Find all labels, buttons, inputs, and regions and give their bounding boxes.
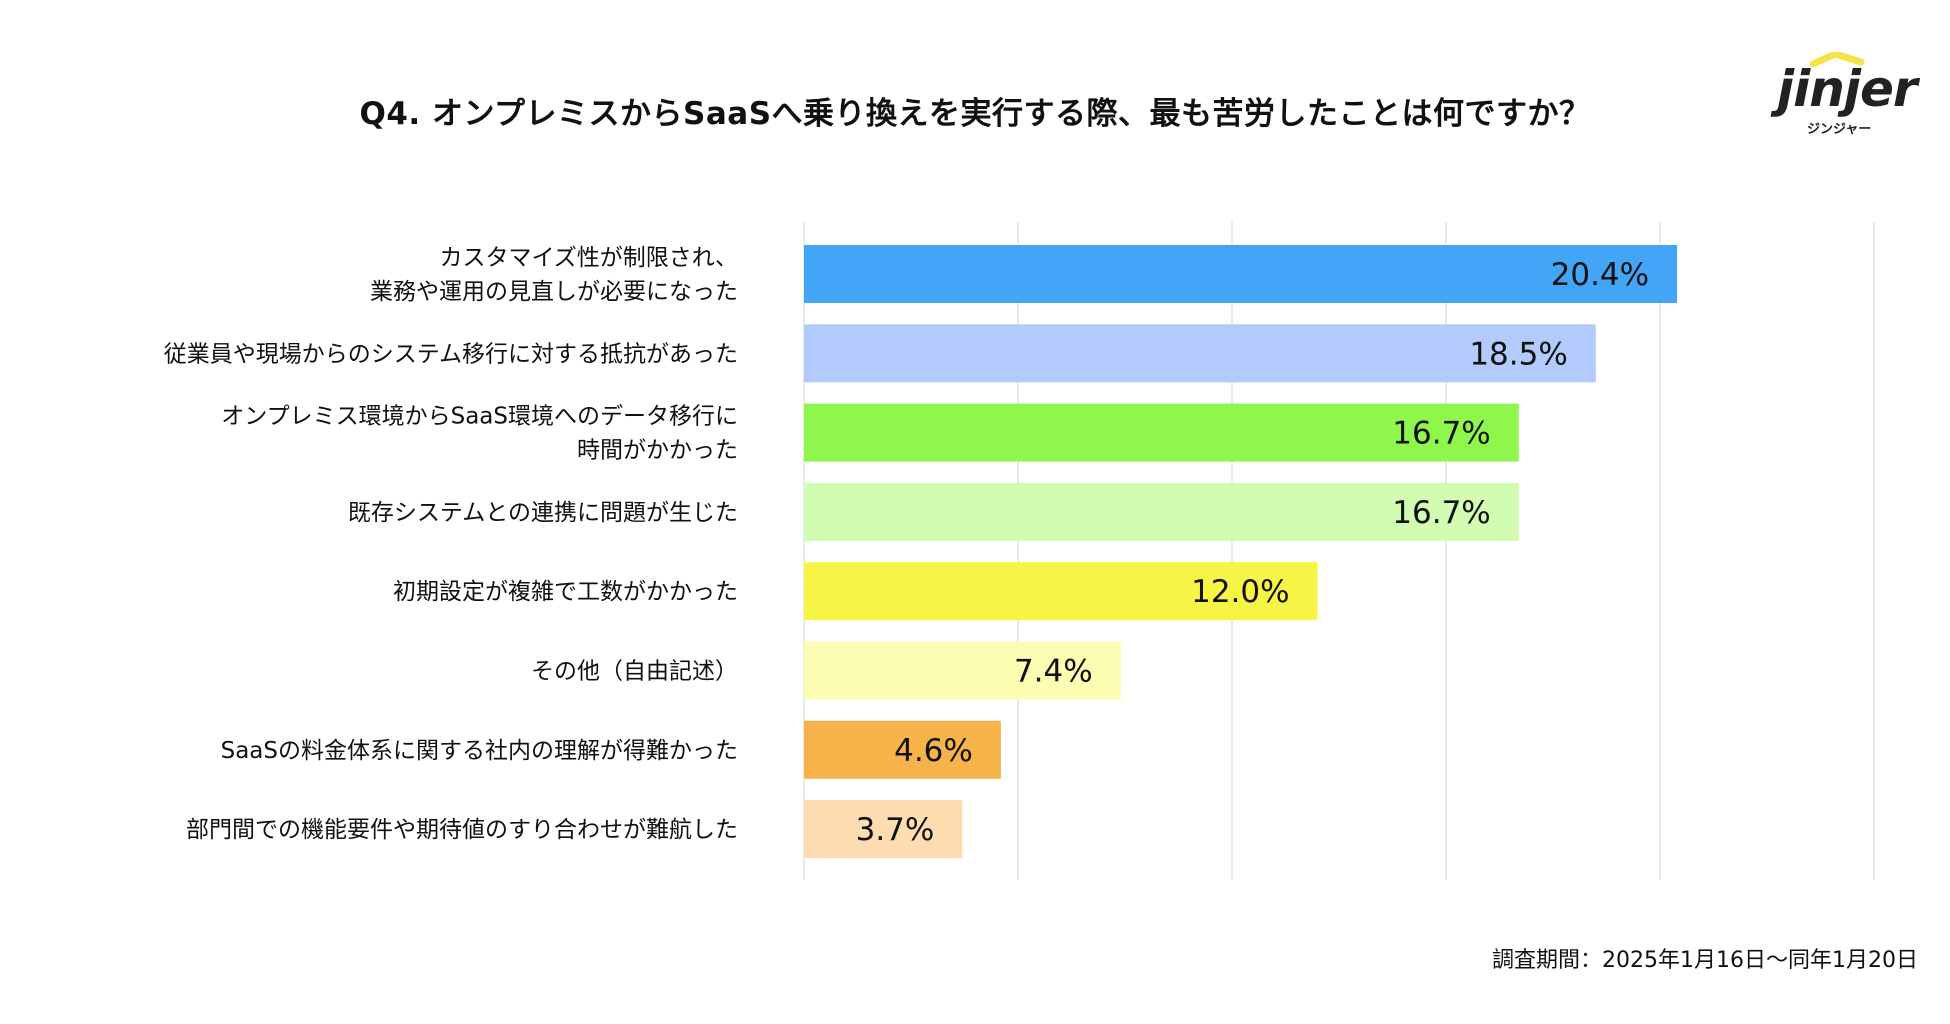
chart-category-labels: カスタマイズ性が制限され、業務や運用の見直しが必要になった従業員や現場からのシス…	[164, 245, 738, 843]
category-label: 既存システムとの連携に問題が生じた	[348, 500, 738, 526]
category-label: カスタマイズ性が制限され、業務や運用の見直しが必要になった	[370, 245, 738, 305]
logo-roof-icon	[1809, 52, 1865, 68]
jinjer-logo: jinjer ジンジャー	[1765, 52, 1918, 142]
chart-grid	[803, 222, 1875, 880]
category-label: 従業員や現場からのシステム移行に対する抵抗があった	[164, 341, 738, 367]
survey-period-note: 調査期間：2025年1月16日〜同年1月20日	[1492, 948, 1918, 973]
category-label: 初期設定が複雑で工数がかかった	[393, 579, 738, 605]
bar-value-label: 16.7%	[1392, 416, 1490, 452]
category-label-line: SaaSの料金体系に関する社内の理解が得難かった	[221, 738, 738, 764]
bar-value-label: 3.7%	[856, 812, 935, 848]
bar-value-label: 18.5%	[1469, 336, 1567, 372]
bar-value-label: 16.7%	[1392, 495, 1490, 531]
bar	[804, 720, 1001, 779]
chart-value-labels: 20.4% 18.5% 16.7% 16.7% 12.0% 7.4% 4.6% 3.7%	[856, 257, 1650, 848]
bar	[804, 482, 1519, 541]
bar	[804, 403, 1519, 462]
chart-bars	[804, 245, 1678, 859]
bar	[804, 245, 1678, 303]
bar-value-label: 7.4%	[1014, 654, 1093, 690]
category-label-line: その他（自由記述）	[531, 659, 738, 685]
bar	[804, 800, 963, 859]
category-label-line: カスタマイズ性が制限され、	[439, 245, 738, 271]
category-label: オンプレミス環境からSaaS環境へのデータ移行に時間がかかった	[221, 404, 738, 464]
category-label-line: 時間がかかった	[577, 438, 738, 464]
category-label-line: 従業員や現場からのシステム移行に対する抵抗があった	[164, 341, 738, 367]
bar-value-label: 20.4%	[1551, 257, 1649, 293]
category-label-line: 業務や運用の見直しが必要になった	[370, 279, 738, 305]
logo-kana: ジンジャー	[1807, 122, 1872, 137]
category-label-line: 初期設定が複雑で工数がかかった	[393, 579, 738, 605]
logo-accent-mark	[1809, 52, 1865, 68]
category-label-line: 部門間での機能要件や期待値のすり合わせが難航した	[186, 817, 738, 843]
bar-value-label: 4.6%	[894, 733, 973, 769]
category-label-line: オンプレミス環境からSaaS環境へのデータ移行に	[221, 404, 738, 430]
category-label: その他（自由記述）	[531, 659, 738, 685]
category-label: 部門間での機能要件や期待値のすり合わせが難航した	[186, 817, 738, 843]
bar	[804, 562, 1318, 621]
bar-value-label: 12.0%	[1191, 574, 1289, 610]
category-label: SaaSの料金体系に関する社内の理解が得難かった	[221, 738, 738, 764]
logo-wordmark: jinjer	[1777, 60, 1918, 118]
bar	[804, 324, 1596, 383]
bar	[804, 641, 1121, 700]
chart-title: Q4. オンプレミスからSaaSへ乗り換えを実行する際、最も苦労したことは何です…	[359, 96, 1591, 132]
category-label-line: 既存システムとの連携に問題が生じた	[348, 500, 738, 526]
